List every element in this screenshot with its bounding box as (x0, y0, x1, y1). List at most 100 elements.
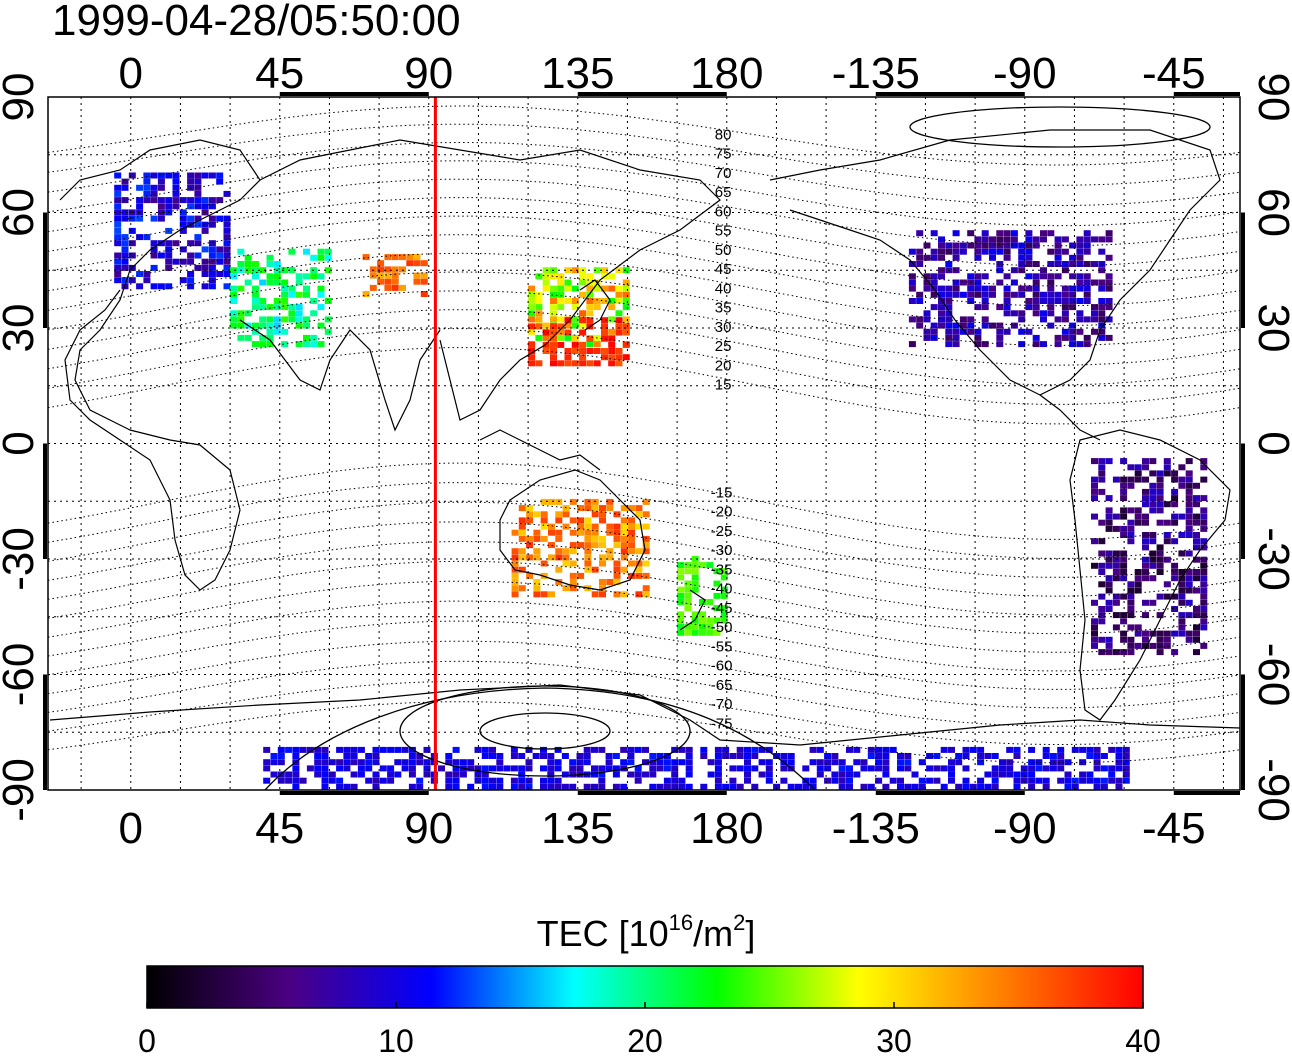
tec-cell (577, 523, 585, 530)
tec-cell (1178, 569, 1186, 575)
tec-cell (114, 203, 122, 210)
tec-cell (714, 771, 722, 778)
tec-cell (314, 746, 322, 753)
tec-cell (244, 254, 252, 261)
tec-cell (1149, 507, 1157, 514)
tec-cell (586, 279, 594, 286)
tec-cell (981, 273, 989, 280)
tec-cell (1156, 550, 1164, 557)
tec-cell (1098, 606, 1106, 612)
tec-cell (1040, 298, 1047, 304)
tec-cell (620, 548, 628, 555)
tec-cell (1200, 556, 1208, 563)
tec-cell (1142, 519, 1149, 526)
tec-cell (237, 310, 245, 317)
tec-cell (974, 279, 982, 286)
tec-cell (1100, 777, 1108, 784)
tec-cell (671, 783, 679, 790)
tec-cell (1185, 581, 1193, 588)
tec-cell (628, 560, 636, 567)
tec-cell (1025, 273, 1033, 280)
tec-cell (593, 360, 601, 367)
tec-cell (999, 759, 1006, 766)
tec-cell (208, 264, 216, 271)
tec-cell (569, 517, 577, 524)
tec-cell (165, 283, 173, 290)
tec-cell (187, 277, 195, 284)
tec-cell (1156, 544, 1164, 551)
tec-cell (642, 548, 650, 555)
tec-cell (1171, 538, 1179, 545)
lon-tick-label-top: -45 (1142, 49, 1206, 98)
tec-cell (678, 759, 686, 766)
tec-cell (722, 746, 730, 753)
tec-cell (230, 322, 238, 329)
tec-cell (1171, 470, 1179, 477)
tec-cell (150, 252, 158, 259)
tec-cell (1163, 458, 1171, 465)
tec-cell (1010, 310, 1018, 317)
tec-cell (266, 279, 274, 286)
tec-cell (613, 566, 621, 573)
tec-cell (1156, 488, 1164, 495)
tec-cell (321, 765, 329, 772)
tec-cell (1061, 316, 1069, 323)
tec-cell (1069, 341, 1077, 348)
tec-cell (528, 304, 536, 311)
tec-cell (518, 529, 526, 536)
frame-tick-bar (1241, 674, 1245, 790)
tec-cell (252, 261, 259, 267)
tec-cell (550, 273, 557, 280)
tec-cell (377, 272, 385, 279)
tec-cell (281, 316, 289, 323)
tec-cell (1025, 285, 1033, 292)
tec-cell (1098, 612, 1106, 619)
tec-cell (622, 267, 630, 274)
tec-cell (601, 329, 608, 336)
tec-cell (904, 759, 912, 766)
tec-cell (606, 505, 614, 512)
tec-cell (533, 548, 541, 555)
tec-cell (114, 277, 122, 284)
lat-tick-label-right: 90 (1249, 73, 1292, 122)
tec-cell (1105, 285, 1113, 292)
tec-cell (1069, 242, 1077, 249)
tec-cell (540, 777, 547, 784)
tec-cell (1105, 254, 1113, 261)
tec-cell (1127, 581, 1135, 588)
tec-cell (1200, 458, 1208, 465)
tec-cell (1193, 495, 1200, 502)
tec-cell (1171, 495, 1179, 502)
tec-cell (542, 322, 550, 329)
tec-cell (399, 284, 406, 291)
tec-cell (1018, 254, 1026, 261)
tec-cell (259, 267, 267, 274)
tec-cell (518, 771, 526, 778)
tec-cell (569, 783, 577, 790)
tec-cell (1047, 298, 1055, 304)
tec-cell (729, 777, 737, 784)
tec-cell (230, 273, 238, 280)
tec-cell (831, 777, 839, 784)
tec-cell (897, 777, 904, 784)
tec-cell (916, 254, 924, 261)
tec-cell (550, 316, 557, 323)
tec-cell (1006, 771, 1014, 778)
tec-cell (1003, 328, 1011, 335)
tec-cell (481, 771, 489, 778)
tec-cell (1193, 575, 1200, 582)
tec-cell (579, 317, 587, 324)
tec-cell (1112, 624, 1120, 631)
tec-cell (533, 554, 541, 561)
tec-cell (691, 574, 699, 581)
tec-cell (252, 285, 259, 292)
tec-cell (542, 329, 550, 336)
tec-cell (1185, 587, 1193, 594)
tec-cell (121, 277, 129, 284)
tec-cell (940, 783, 948, 790)
tec-cell (136, 283, 144, 290)
tec-cell (201, 227, 209, 234)
tec-cell (1098, 488, 1106, 495)
tec-cell (179, 209, 187, 216)
tec-cell (547, 777, 555, 784)
